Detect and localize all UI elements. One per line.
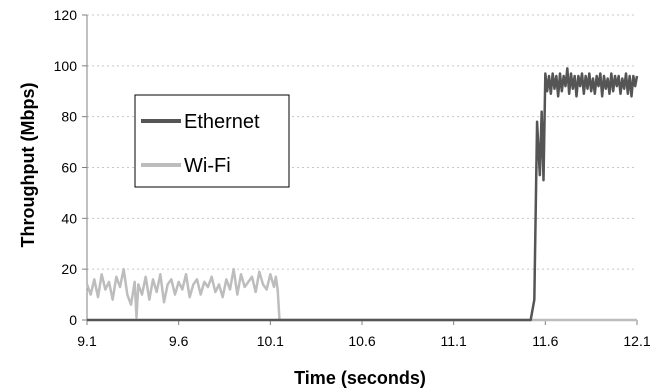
- x-tick-label: 10.6: [348, 333, 375, 349]
- y-tick-label: 20: [61, 261, 77, 277]
- series-line-wifi: [85, 267, 637, 322]
- series-lines: [85, 67, 639, 322]
- x-tick-label: 11.1: [441, 333, 467, 349]
- x-tick-label: 12.1: [623, 333, 650, 349]
- legend-box: [134, 94, 290, 188]
- legend-label-wifi: Wi-Fi: [184, 155, 231, 177]
- x-tick-label: 9.1: [77, 333, 97, 349]
- y-tick-label: 40: [61, 210, 77, 226]
- tick-labels: 0 20 40 60 80 100 120 9.1 9.6 10.1 10.6 11.1 11.6 12.…: [54, 7, 651, 349]
- x-tick-label: 9.6: [169, 333, 189, 349]
- x-axis-title: Time (seconds): [294, 368, 426, 388]
- legend-label-ethernet: Ethernet: [184, 111, 260, 133]
- y-tick-label: 80: [61, 109, 77, 125]
- series-line-ethernet: [87, 67, 639, 322]
- y-tick-label: 0: [69, 312, 77, 328]
- y-axis-title: Throughput (Mbps): [18, 83, 38, 248]
- y-tick-label: 120: [54, 7, 78, 23]
- legend: Ethernet Wi-Fi: [134, 94, 290, 188]
- y-tick-label: 60: [61, 160, 77, 176]
- x-tick-label: 10.1: [257, 333, 284, 349]
- y-tick-label: 100: [54, 58, 78, 74]
- x-tick-label: 11.6: [532, 333, 558, 349]
